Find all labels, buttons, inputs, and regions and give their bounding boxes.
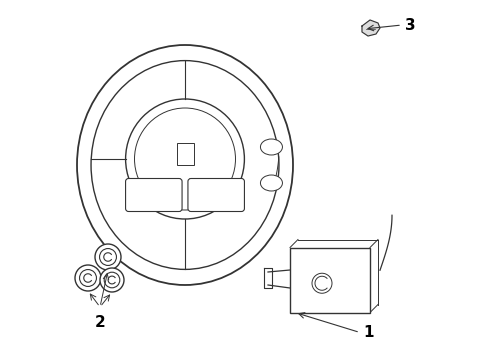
Ellipse shape xyxy=(261,175,282,191)
Circle shape xyxy=(95,244,121,270)
Ellipse shape xyxy=(261,139,282,155)
FancyBboxPatch shape xyxy=(188,179,245,212)
FancyBboxPatch shape xyxy=(125,179,182,212)
FancyBboxPatch shape xyxy=(290,248,370,312)
Circle shape xyxy=(75,265,101,291)
Circle shape xyxy=(100,268,124,292)
Polygon shape xyxy=(362,20,380,36)
Text: 3: 3 xyxy=(405,18,416,32)
FancyBboxPatch shape xyxy=(176,143,194,165)
Text: 2: 2 xyxy=(95,315,105,330)
Text: 1: 1 xyxy=(363,325,373,340)
